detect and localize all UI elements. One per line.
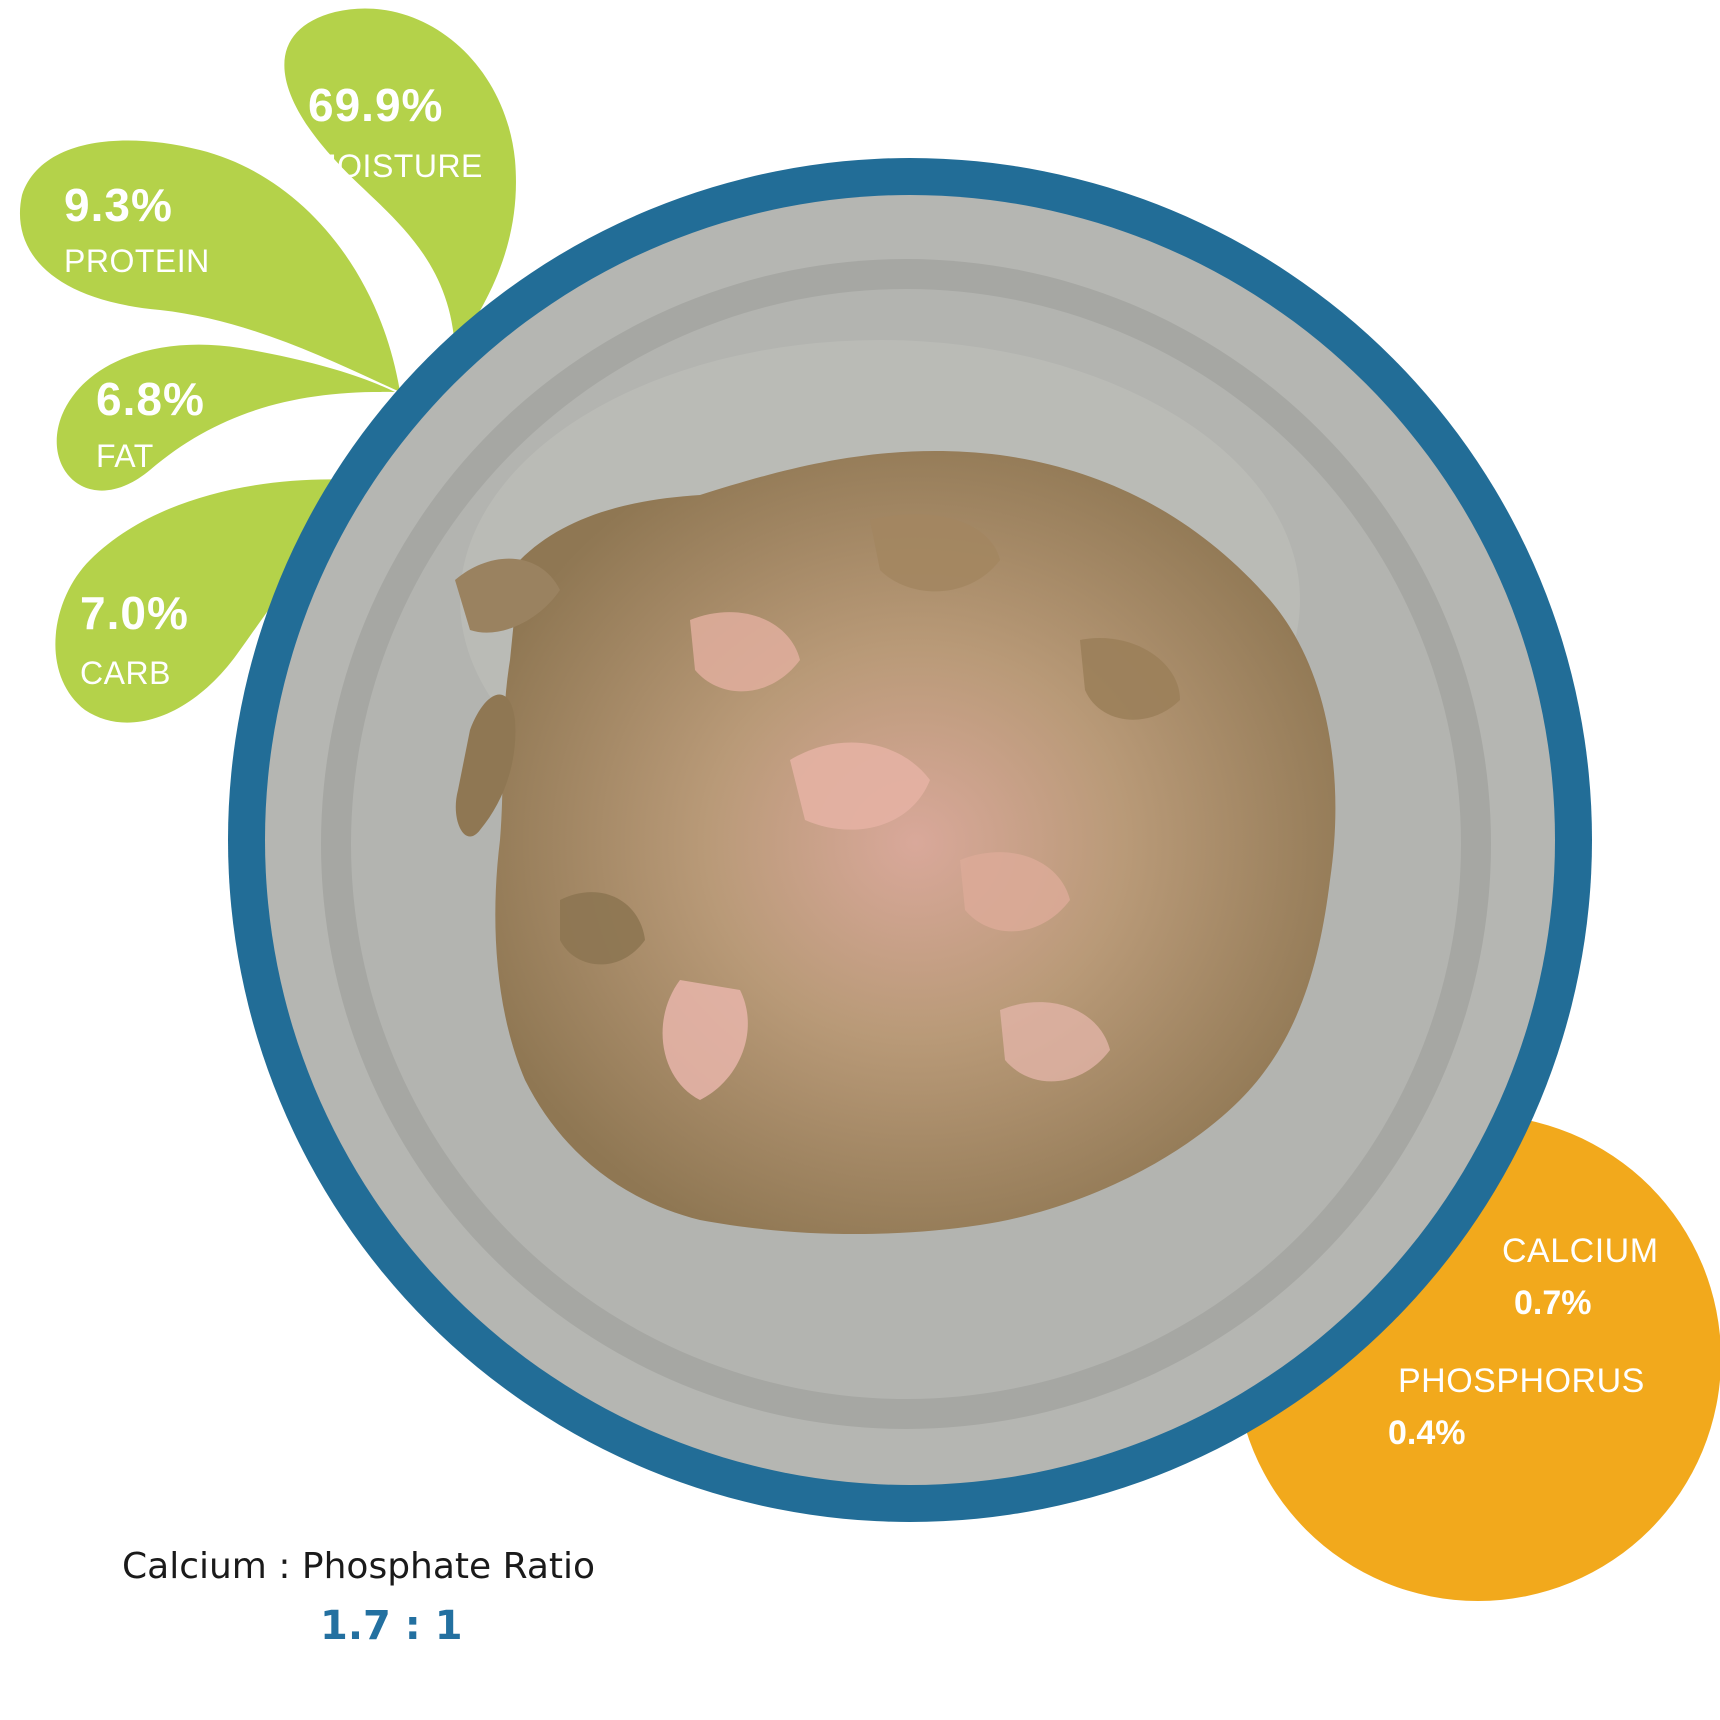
protein-value: 9.3%	[64, 179, 173, 231]
protein-label: PROTEIN	[64, 243, 210, 279]
ratio-value: 1.7 : 1	[320, 1603, 463, 1649]
fat-value: 6.8%	[96, 373, 205, 425]
phosphorus-value: 0.4%	[1388, 1414, 1466, 1452]
ratio-caption: Calcium : Phosphate Ratio	[122, 1546, 596, 1587]
food-in-bowl	[455, 450, 1336, 1235]
fat-label: FAT	[96, 438, 154, 474]
petal-fat	[56, 344, 395, 491]
petal-protein	[19, 140, 400, 392]
phosphorus-label: PHOSPHORUS	[1398, 1362, 1645, 1400]
moisture-label: MOISTURE	[310, 148, 483, 184]
petal-moisture	[284, 8, 516, 350]
moisture-value: 69.9%	[308, 79, 444, 131]
carb-value: 7.0%	[80, 587, 189, 639]
calcium-label: CALCIUM	[1502, 1232, 1659, 1270]
carb-label: CARB	[80, 655, 171, 691]
calcium-value: 0.7%	[1514, 1284, 1592, 1322]
